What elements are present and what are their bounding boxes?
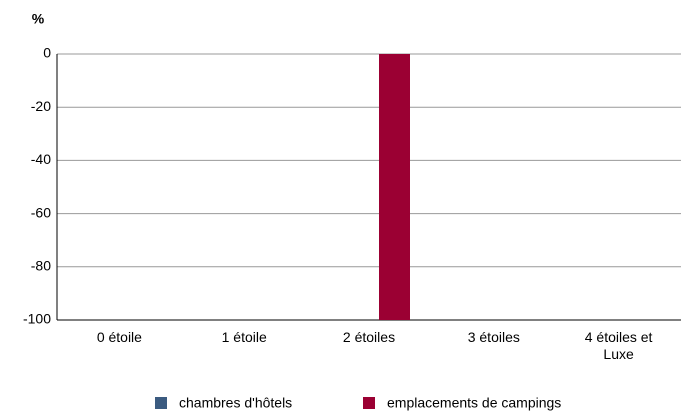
y-axis-label: % xyxy=(32,11,45,27)
legend-label: chambres d'hôtels xyxy=(179,395,292,411)
x-tick-label: 1 étoile xyxy=(221,329,267,345)
y-tick-label: -80 xyxy=(31,258,51,274)
x-tick-label: 2 étoiles xyxy=(342,329,396,345)
y-tick-label: -60 xyxy=(31,204,51,220)
x-tick-label: 3 étoiles xyxy=(467,329,520,345)
y-tick-label: -40 xyxy=(31,151,51,167)
legend-swatch xyxy=(155,397,167,409)
x-tick-label: 4 étoiles et Luxe xyxy=(584,329,653,362)
y-tick-label: -20 xyxy=(31,98,51,114)
bar xyxy=(379,54,410,320)
y-tick-label: -100 xyxy=(23,311,51,327)
legend-swatch xyxy=(363,397,375,409)
legend-label: emplacements de campings xyxy=(387,395,561,411)
x-tick-label: 0 étoile xyxy=(96,329,142,345)
y-tick-label: 0 xyxy=(43,45,51,61)
